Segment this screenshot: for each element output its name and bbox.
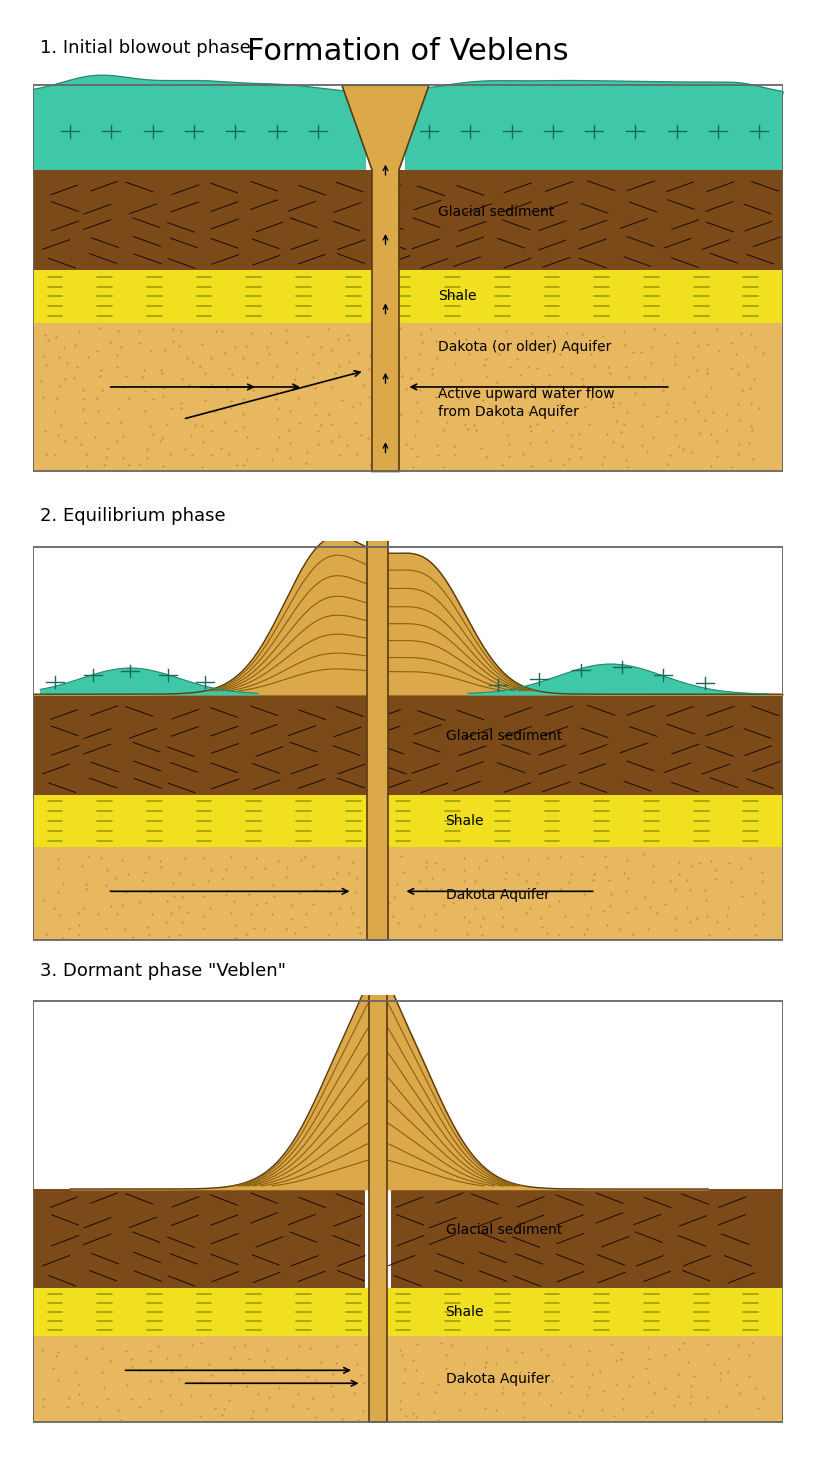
Bar	[33, 94, 366, 170]
Text: 2. Equilibrium phase: 2. Equilibrium phase	[40, 508, 226, 525]
Bar	[33, 1289, 783, 1336]
Text: Formation of Veblens: Formation of Veblens	[247, 37, 569, 66]
Bar	[33, 847, 783, 939]
Bar	[33, 271, 783, 322]
Bar	[33, 322, 783, 471]
Text: Dakota Aquifer: Dakota Aquifer	[446, 888, 549, 903]
Bar	[33, 794, 783, 847]
Text: Dakota (or older) Aquifer: Dakota (or older) Aquifer	[438, 339, 611, 354]
Polygon shape	[342, 85, 429, 471]
Text: Dakota Aquifer: Dakota Aquifer	[446, 1372, 549, 1385]
Text: Shale: Shale	[446, 813, 484, 828]
Text: Active upward water flow
from Dakota Aquifer: Active upward water flow from Dakota Aqu…	[438, 386, 614, 420]
Text: 1. Initial blowout phase: 1. Initial blowout phase	[40, 40, 251, 57]
Polygon shape	[367, 533, 388, 939]
Bar	[33, 170, 783, 271]
Text: Glacial sediment: Glacial sediment	[446, 1223, 561, 1238]
Text: 3. Dormant phase "Veblen": 3. Dormant phase "Veblen"	[40, 961, 286, 980]
Polygon shape	[369, 971, 387, 1422]
Text: Glacial sediment: Glacial sediment	[438, 205, 554, 219]
Bar	[391, 1189, 783, 1289]
Bar	[33, 695, 783, 794]
Bar	[33, 1336, 783, 1422]
Bar	[33, 1189, 366, 1289]
Text: Shale: Shale	[438, 290, 477, 303]
Text: Glacial sediment: Glacial sediment	[446, 730, 561, 743]
Text: Shale: Shale	[446, 1305, 484, 1320]
Bar	[405, 94, 783, 170]
